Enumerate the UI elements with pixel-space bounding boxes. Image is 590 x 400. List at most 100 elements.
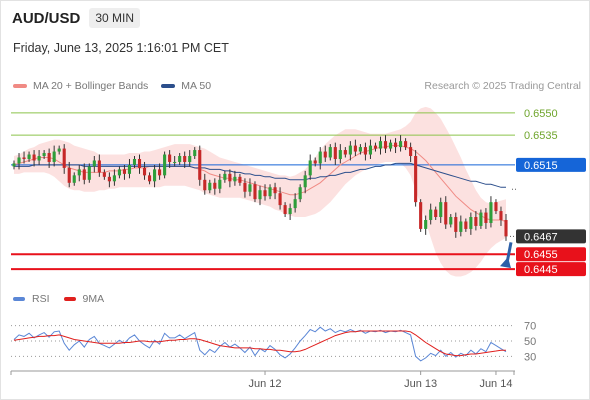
rsi-tick-30: 30 bbox=[524, 351, 536, 363]
candle-body bbox=[178, 156, 182, 162]
candle-body bbox=[32, 154, 36, 161]
candle-body bbox=[268, 187, 272, 197]
candle-body bbox=[419, 202, 423, 229]
candle-body bbox=[348, 145, 352, 155]
candle-body bbox=[479, 212, 483, 226]
candle-body bbox=[132, 158, 137, 165]
candle-body bbox=[77, 169, 81, 176]
candle-body bbox=[87, 166, 91, 180]
candle-body bbox=[183, 156, 187, 162]
candle-body bbox=[298, 187, 302, 200]
candle-body bbox=[383, 141, 388, 149]
candle-body bbox=[388, 142, 393, 149]
candle-body bbox=[353, 145, 357, 152]
projection-arrow-head bbox=[500, 257, 511, 269]
level-label-0.6515: 0.6515 bbox=[524, 160, 558, 172]
candle-body bbox=[459, 221, 463, 232]
candle-body bbox=[333, 147, 337, 159]
level-box-0.6515 bbox=[516, 157, 586, 172]
legend-swatch-ma20 bbox=[13, 84, 27, 88]
candle-body bbox=[434, 209, 438, 218]
chart-header: AUD/USD 30 MIN bbox=[12, 8, 141, 28]
candle-body bbox=[72, 175, 76, 183]
candle-body bbox=[117, 169, 121, 176]
timeframe-badge[interactable]: 30 MIN bbox=[89, 8, 141, 28]
candle-body bbox=[258, 190, 262, 200]
candle-body bbox=[278, 193, 282, 206]
candle-body bbox=[173, 161, 177, 163]
candle-body bbox=[368, 145, 373, 155]
legend-label-ma20: MA 20 + Bollinger Bands bbox=[33, 80, 149, 92]
candle-body bbox=[454, 217, 458, 232]
candle-body bbox=[238, 176, 242, 183]
legend-swatch-ma50 bbox=[161, 84, 176, 88]
rsi-tick-70: 70 bbox=[524, 321, 536, 333]
symbol-label: AUD/USD bbox=[12, 9, 81, 27]
candle-body bbox=[263, 190, 267, 197]
candle-body bbox=[308, 160, 312, 176]
level-box-0.6445 bbox=[516, 262, 586, 277]
level-label-0.6550: 0.6550 bbox=[524, 108, 558, 120]
candle-body bbox=[499, 211, 503, 220]
rsi-legend: RSI 9MA bbox=[13, 293, 118, 305]
candle-body bbox=[338, 150, 342, 159]
rsi-ma9-line bbox=[13, 330, 506, 357]
candle-body bbox=[203, 179, 207, 191]
legend-item-ma20: MA 20 + Bollinger Bands bbox=[13, 80, 148, 92]
candle-body bbox=[62, 148, 66, 168]
candle-body bbox=[469, 217, 473, 229]
candle-body bbox=[208, 182, 212, 191]
candle-body bbox=[489, 202, 493, 223]
candle-body bbox=[168, 154, 172, 162]
level-label-0.6467: 0.6467 bbox=[524, 231, 558, 243]
legend-label-9ma: 9MA bbox=[82, 293, 105, 305]
candle-body bbox=[484, 212, 488, 223]
candle-body bbox=[142, 167, 147, 176]
candle-body bbox=[414, 156, 418, 203]
candle-body bbox=[82, 169, 86, 180]
candle-body bbox=[393, 142, 398, 148]
candle-body bbox=[97, 160, 101, 173]
x-tick-label: Jun 12 bbox=[249, 378, 282, 390]
candle-body bbox=[358, 147, 362, 152]
candle-body bbox=[37, 156, 41, 161]
level-label-0.6455: 0.6455 bbox=[524, 249, 558, 261]
candle-body bbox=[283, 205, 287, 215]
candle-body bbox=[504, 219, 508, 237]
rsi-tick-50: 50 bbox=[524, 336, 536, 348]
candle-body bbox=[22, 157, 26, 159]
candle-body bbox=[27, 154, 31, 159]
legend-label-rsi: RSI bbox=[32, 293, 50, 305]
candle-body bbox=[494, 202, 498, 212]
candle-body bbox=[288, 208, 292, 215]
candle-body bbox=[248, 184, 252, 192]
legend-swatch-9ma bbox=[63, 297, 76, 301]
candle-body bbox=[439, 202, 443, 218]
candle-body bbox=[449, 217, 453, 225]
candle-body bbox=[429, 209, 433, 220]
candle-body bbox=[42, 153, 46, 157]
candle-body bbox=[52, 151, 56, 162]
candle-body bbox=[67, 167, 71, 183]
candle-body bbox=[243, 182, 247, 192]
legend-item-ma50: MA 50 bbox=[161, 80, 211, 92]
legend-swatch-rsi bbox=[13, 297, 25, 301]
candle-body bbox=[147, 175, 152, 182]
candle-body bbox=[57, 148, 61, 152]
candle-body bbox=[112, 175, 116, 182]
candle-body bbox=[163, 154, 167, 176]
candle-body bbox=[318, 151, 322, 164]
candle-body bbox=[92, 160, 96, 167]
candle-body bbox=[293, 199, 297, 209]
candle-body bbox=[474, 217, 478, 226]
price-legend: MA 20 + Bollinger Bands MA 50 bbox=[13, 80, 224, 92]
candle-body bbox=[158, 169, 162, 176]
candle-body bbox=[323, 151, 327, 158]
candle-body bbox=[404, 141, 408, 148]
candle-body bbox=[378, 141, 383, 149]
candle-body bbox=[218, 179, 222, 189]
level-label-0.6445: 0.6445 bbox=[524, 264, 558, 276]
candle-body bbox=[313, 160, 317, 164]
datetime-label: Friday, June 13, 2025 1:16:01 PM CET bbox=[13, 41, 229, 55]
